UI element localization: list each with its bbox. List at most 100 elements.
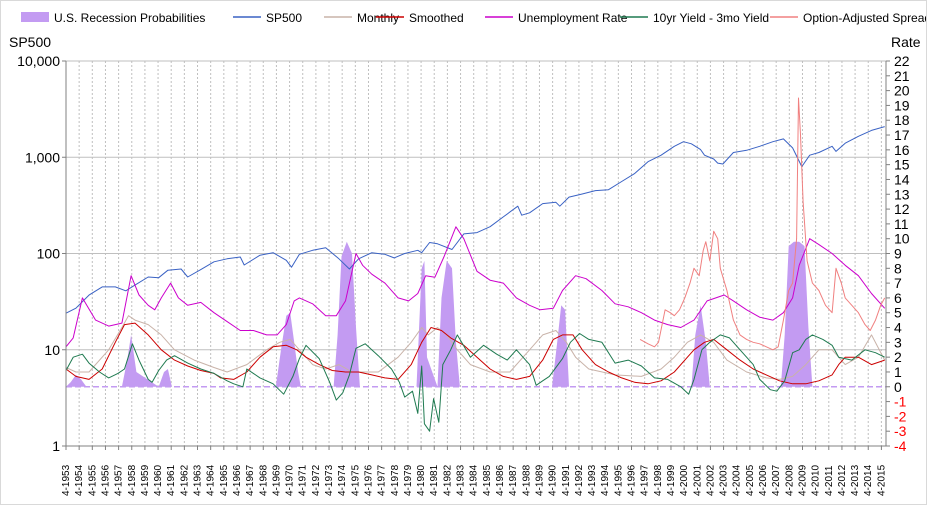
y-left-axis-title: SP500 [9, 34, 51, 50]
x-tick-label: 4-1987 [508, 464, 519, 496]
legend-label: Option-Adjusted Spread [803, 11, 926, 25]
y-right-tick-label: 13 [894, 186, 910, 202]
x-tick-label: 4-1989 [534, 464, 545, 496]
legend-entry-10yr-yield-3mo-yield: 10yr Yield - 3mo Yield [620, 11, 769, 25]
series-area-u-s-recession-probabilities [66, 241, 886, 387]
recession-area-layer [66, 241, 886, 388]
series-line-monthly [65, 315, 886, 380]
y-right-tick-label: 22 [894, 53, 910, 69]
y-right-tick-label: 1 [894, 364, 902, 380]
y-right-tick-label: 0 [894, 379, 902, 395]
x-tick-label: 4-2008 [784, 464, 795, 496]
legend-swatch [21, 12, 49, 22]
series-line-sp500 [65, 126, 885, 314]
x-tick-label: 4-1972 [311, 464, 322, 496]
y-left-tick-label: 10 [44, 342, 60, 358]
x-tick-label: 4-1999 [666, 464, 677, 496]
legend-entry-sp500: SP500 [233, 11, 302, 25]
y-right-tick-label: 10 [894, 231, 910, 247]
x-tick-label: 4-1970 [285, 464, 296, 496]
legend-entry-smoothed: Smoothed [376, 11, 464, 25]
x-tick-label: 4-2011 [824, 465, 835, 496]
x-tick-label: 4-1985 [482, 464, 493, 496]
x-tick-label: 4-1963 [193, 464, 204, 496]
y-left-tick-label: 10,000 [17, 53, 60, 69]
x-tick-label: 4-1986 [495, 464, 506, 496]
y-right-tick-label: 6 [894, 290, 902, 306]
x-tick-label: 4-1980 [416, 464, 427, 496]
series-lines-layer [65, 97, 886, 432]
x-tick-label: 4-1955 [87, 464, 98, 496]
series-line-option-adjusted-spread [639, 97, 886, 351]
legend-entry-unemployment-rate: Unemployment Rate [485, 11, 628, 25]
legend-label: SP500 [266, 11, 302, 25]
y-right-tick-label: 7 [894, 275, 902, 291]
legend-entry-u-s-recession-probabilities: U.S. Recession Probabilities [21, 11, 205, 25]
legend: U.S. Recession Probabilities SP500 Monthly… [21, 11, 927, 25]
y-right-axis-title: Rate [891, 34, 921, 50]
y-right-tick-label: -2 [894, 408, 907, 424]
gridlines [65, 60, 886, 447]
y-right-tick-label: 3 [894, 334, 902, 350]
axes-layer: 4-1953 4-1954 4-1955 4-1956 4-1957 4-1958 4-19… [9, 34, 921, 496]
series-line-smoothed [65, 322, 885, 385]
x-tick-label: 4-2003 [719, 464, 730, 496]
x-tick-label: 4-2002 [705, 464, 716, 496]
x-tick-label: 4-1982 [442, 464, 453, 496]
x-tick-label: 4-1998 [653, 464, 664, 496]
x-tick-label: 4-1957 [114, 464, 125, 496]
x-tick-label: 4-1979 [403, 464, 414, 496]
legend-label: Monthly [357, 11, 399, 25]
x-tick-label: 4-1978 [390, 464, 401, 496]
x-tick-label: 4-1992 [574, 464, 585, 496]
x-tick-label: 4-2015 [876, 464, 887, 496]
y-right-tick-label: 15 [894, 157, 910, 173]
x-tick-label: 4-2014 [863, 464, 874, 496]
y-right-tick-label: -1 [894, 394, 907, 410]
x-tick-label: 4-2010 [811, 464, 822, 496]
y-right-tick-label: -4 [894, 438, 907, 454]
x-tick-label: 4-1977 [377, 464, 388, 496]
x-tick-label: 4-1984 [469, 464, 480, 496]
y-right-tick-label: 4 [894, 320, 902, 336]
x-tick-label: 4-1968 [258, 464, 269, 496]
y-left-tick-label: 1,000 [25, 149, 60, 165]
series-line-unemployment-rate [65, 226, 886, 348]
x-tick-label: 4-1965 [219, 464, 230, 496]
x-tick-label: 4-1967 [245, 464, 256, 496]
y-right-tick-label: 16 [894, 142, 910, 158]
legend-entry-option-adjusted-spread: Option-Adjusted Spread [770, 11, 927, 25]
x-tick-label: 4-2009 [797, 464, 808, 496]
y-left-tick-label: 100 [37, 246, 61, 262]
x-tick-label: 4-1976 [363, 464, 374, 496]
y-right-tick-label: 11 [894, 216, 909, 232]
x-tick-label: 4-1993 [587, 464, 598, 496]
legend-label: 10yr Yield - 3mo Yield [653, 11, 769, 25]
y-right-tick-label: 9 [894, 246, 902, 262]
x-tick-label: 4-1981 [429, 464, 440, 496]
x-tick-label: 4-1997 [640, 464, 651, 496]
x-tick-label: 4-1990 [548, 464, 559, 496]
y-right-tick-label: 12 [894, 201, 910, 217]
legend-label: U.S. Recession Probabilities [54, 11, 205, 25]
x-tick-label: 4-2006 [758, 464, 769, 496]
x-tick-label: 4-1994 [600, 464, 611, 496]
x-tick-label: 4-1966 [232, 464, 243, 496]
x-tick-label: 4-1971 [298, 464, 309, 496]
x-tick-label: 4-2005 [745, 464, 756, 496]
legend-entry-monthly: Monthly [324, 11, 399, 25]
y-right-tick-label: 8 [894, 260, 902, 276]
x-tick-label: 4-2013 [850, 464, 861, 496]
legend-label: Unemployment Rate [518, 11, 628, 25]
x-tick-label: 4-2000 [679, 464, 690, 496]
series-line-10yr-yield-3mo-yield [65, 333, 885, 432]
y-right-tick-label: 2 [894, 349, 902, 365]
x-tick-label: 4-1996 [627, 464, 638, 496]
y-right-tick-label: 19 [894, 97, 910, 113]
x-tick-label: 4-2007 [771, 464, 782, 496]
x-tick-label: 4-2001 [692, 464, 703, 496]
x-tick-label: 4-1991 [561, 464, 572, 496]
y-left-tick-label: 1 [52, 438, 60, 454]
